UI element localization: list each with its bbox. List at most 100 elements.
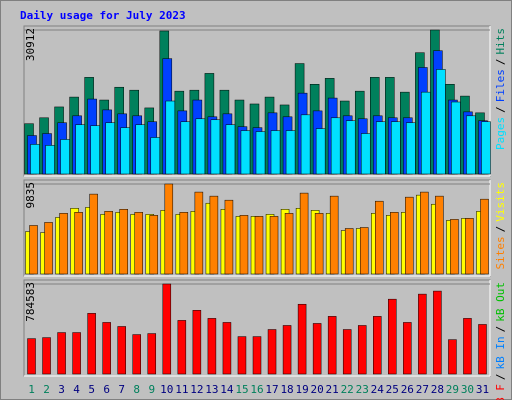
x-tick-label: 9 xyxy=(148,383,155,396)
legend-separator: / xyxy=(494,326,507,333)
bar xyxy=(147,333,157,375)
x-tick-label: 7 xyxy=(118,383,125,396)
bar xyxy=(450,219,459,275)
bar xyxy=(344,228,354,275)
bar xyxy=(90,125,100,175)
x-tick-label: 8 xyxy=(133,383,140,396)
bar xyxy=(420,191,429,275)
x-tick-label: 22 xyxy=(341,383,354,396)
bar xyxy=(282,325,292,375)
bar xyxy=(224,199,234,275)
bar xyxy=(433,290,442,375)
bar xyxy=(225,124,236,175)
bar xyxy=(210,119,221,175)
bar xyxy=(237,336,247,375)
bar xyxy=(478,324,487,375)
bar xyxy=(45,145,55,175)
legend-entry: Visits xyxy=(494,182,507,222)
bar xyxy=(357,325,367,375)
x-tick-label: 31 xyxy=(476,383,489,396)
x-tick-label: 15 xyxy=(235,383,248,396)
bar xyxy=(102,322,111,375)
x-tick-label: 6 xyxy=(103,383,110,396)
bar xyxy=(254,216,264,275)
bar xyxy=(373,316,382,375)
bar xyxy=(327,316,337,375)
bar xyxy=(222,322,232,375)
bar xyxy=(117,326,126,375)
x-tick-label: 26 xyxy=(401,383,414,396)
x-tick-label: 3 xyxy=(58,383,65,396)
legend-separator: / xyxy=(494,106,507,113)
bar xyxy=(179,212,189,275)
legend-entry: Hits xyxy=(494,28,507,55)
bar xyxy=(466,115,476,175)
bar xyxy=(345,120,356,175)
bar xyxy=(75,124,85,175)
legend: Sites / Visits xyxy=(494,182,507,270)
x-tick-label: 19 xyxy=(295,383,308,396)
bar xyxy=(72,332,81,375)
bar xyxy=(89,193,98,275)
bar xyxy=(284,213,294,275)
x-tick-label: 17 xyxy=(265,383,278,396)
bar xyxy=(418,293,427,375)
x-tick-label: 5 xyxy=(88,383,95,396)
bar xyxy=(42,337,51,375)
bar xyxy=(481,121,491,175)
x-tick-label: 11 xyxy=(175,383,188,396)
bar xyxy=(436,69,446,175)
bar xyxy=(195,118,206,175)
bar xyxy=(44,222,53,275)
bar xyxy=(252,336,262,375)
bar xyxy=(255,131,266,175)
x-tick-label: 13 xyxy=(205,383,218,396)
x-tick-label: 12 xyxy=(190,383,203,396)
bar xyxy=(421,91,431,175)
bar xyxy=(376,121,386,175)
legend-separator: / xyxy=(494,226,507,233)
x-tick-label: 14 xyxy=(220,383,234,396)
x-tick-label: 23 xyxy=(356,383,369,396)
x-tick-label: 10 xyxy=(160,383,173,396)
legend-separator: / xyxy=(494,374,507,381)
bar xyxy=(330,117,341,175)
y-tick-label: 9835 xyxy=(24,182,37,209)
x-tick-label: 29 xyxy=(446,383,459,396)
bar xyxy=(30,144,40,175)
bar xyxy=(105,122,115,175)
bar xyxy=(135,124,145,175)
bar xyxy=(329,195,339,275)
bar xyxy=(177,320,187,375)
bar xyxy=(104,211,113,275)
bar xyxy=(134,212,143,275)
bar xyxy=(180,121,191,175)
bar xyxy=(269,216,279,275)
x-tick-label: 28 xyxy=(431,383,444,396)
bar xyxy=(406,122,416,175)
bar xyxy=(29,225,38,275)
bar xyxy=(315,128,326,175)
bar xyxy=(359,227,369,275)
bar xyxy=(74,212,83,275)
bar xyxy=(267,329,277,375)
bar xyxy=(150,137,161,175)
chart-title: Daily usage for July 2023 xyxy=(20,9,186,22)
x-tick-label: 30 xyxy=(461,383,474,396)
x-tick-label: 4 xyxy=(73,383,80,396)
legend: Pages / Files / Hits xyxy=(494,28,507,150)
x-tick-label: 21 xyxy=(326,383,339,396)
bar xyxy=(314,213,324,275)
x-tick-label: 25 xyxy=(386,383,399,396)
bar xyxy=(209,195,219,275)
bar xyxy=(390,212,399,275)
bar xyxy=(299,192,309,275)
legend-entry: kB Out xyxy=(494,282,507,322)
legend-entry: Pages xyxy=(494,117,507,150)
x-tick-label: 24 xyxy=(371,383,385,396)
bar xyxy=(465,218,474,275)
x-tick-label: 20 xyxy=(311,383,324,396)
bar xyxy=(391,121,401,175)
bar xyxy=(207,318,217,375)
